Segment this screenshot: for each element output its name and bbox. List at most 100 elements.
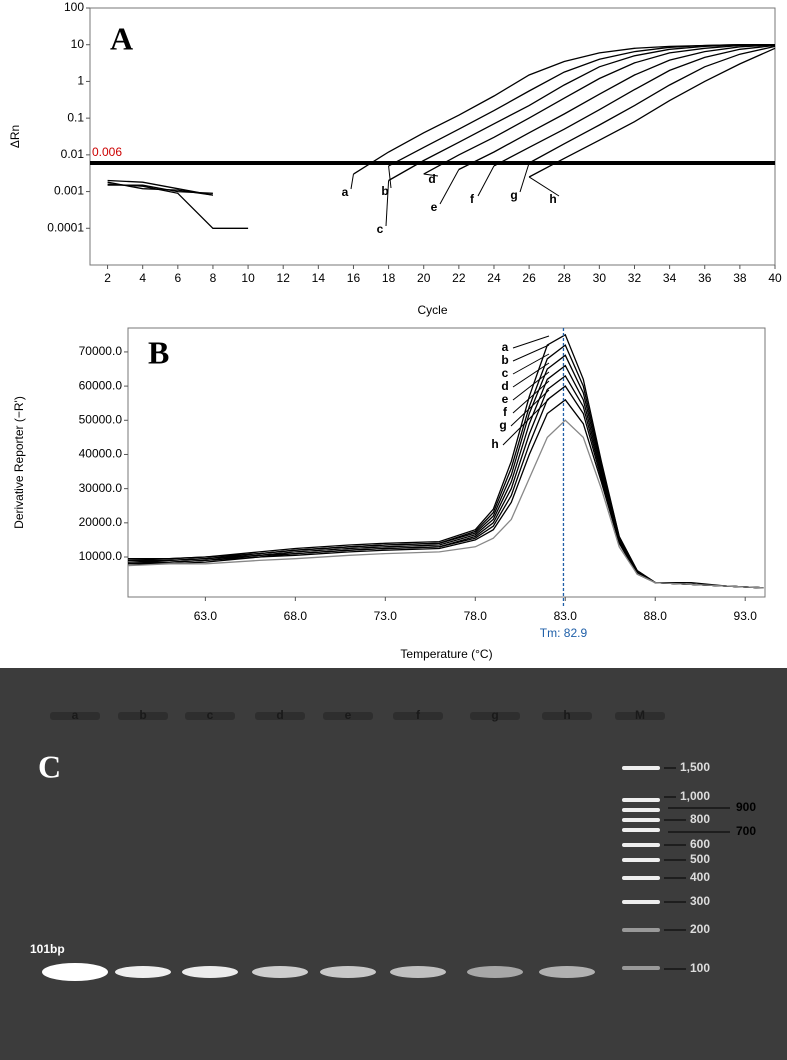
series-label: e [431,200,438,214]
y-tick-label: 50000.0 [79,412,123,426]
label-leader [512,362,550,388]
ladder-band [622,928,660,932]
y-tick-label: 10000.0 [79,549,123,563]
ladder-band [622,876,660,880]
series-line [493,44,776,167]
sample-band [390,966,446,978]
ladder-band [622,808,660,812]
lane-label: b [139,708,146,722]
series-label: c [377,222,384,236]
y-tick-label: 10 [71,37,85,51]
ladder-band [622,843,660,847]
label-leader [512,353,550,375]
lane-label: M [635,708,645,722]
band-label: 101bp [30,942,65,956]
y-tick-label: 40000.0 [79,447,123,461]
x-tick-label: 16 [347,271,361,285]
label-leader [512,335,550,349]
x-axis-label: Temperature (°C) [400,647,492,661]
series-line [107,44,776,229]
label-leader [423,173,439,177]
series-label: a [342,185,349,199]
label-leader [477,165,495,197]
x-tick-label: 10 [241,271,255,285]
series-line [127,385,764,589]
label-leader [385,180,390,227]
ladder-band [622,766,660,770]
panel-label: B [148,334,169,370]
series-label: g [499,418,506,432]
x-tick-label: 4 [139,271,146,285]
y-tick-label: 30000.0 [79,481,123,495]
label-leader [512,344,550,362]
series-label: f [470,192,475,206]
ladder-label: 500 [690,852,710,866]
label-leader [512,380,550,414]
ladder-band [622,798,660,802]
x-tick-label: 26 [522,271,536,285]
series-label: b [501,353,508,367]
series-label: d [501,379,508,393]
well [470,712,520,720]
lane-label: a [72,708,79,722]
label-leader [512,371,550,401]
x-tick-label: 14 [312,271,326,285]
x-tick-label: 6 [174,271,181,285]
gel-background [0,668,787,1060]
x-tick-label: 88.0 [644,609,668,623]
x-tick-label: 78.0 [464,609,488,623]
lane-label: d [276,708,283,722]
ladder-band [622,858,660,862]
ladder-label: 800 [690,812,710,826]
x-tick-label: 8 [210,271,217,285]
sample-band [42,963,108,981]
well [542,712,592,720]
lane-label: e [345,708,352,722]
well [615,712,665,720]
x-tick-label: 18 [382,271,396,285]
x-tick-label: 20 [417,271,431,285]
well [185,712,235,720]
series-label: g [510,188,517,202]
label-leader [502,398,550,446]
x-tick-label: 36 [698,271,712,285]
series-line [528,45,776,164]
x-tick-label: 68.0 [284,609,308,623]
ladder-label: 200 [690,922,710,936]
series-line [127,419,764,589]
tm-label: Tm: 82.9 [540,626,588,640]
sample-band [182,966,238,978]
threshold-label: 0.006 [92,145,122,159]
ladder-label: 900 [736,800,756,814]
series-line [458,44,776,171]
x-tick-label: 83.0 [554,609,578,623]
y-axis-label: ΔRn [8,125,22,148]
lane-label: g [491,708,498,722]
x-tick-label: 40 [768,271,782,285]
lane-label: h [563,708,570,722]
x-tick-label: 63.0 [194,609,218,623]
ladder-label: 400 [690,870,710,884]
sample-band [252,966,308,978]
y-tick-label: 1 [77,74,84,88]
label-leader [388,165,392,189]
x-tick-label: 12 [277,271,291,285]
ladder-label: 1,000 [680,789,710,803]
sample-band [115,966,171,978]
ladder-label: 300 [690,894,710,908]
series-label: a [502,340,509,354]
y-tick-label: 0.01 [61,147,85,161]
series-label: c [502,366,509,380]
y-axis-label: Derivative Reporter (−R') [12,396,26,529]
well [50,712,100,720]
series-line [128,354,764,589]
sample-band [539,966,595,978]
well [393,712,443,720]
x-tick-label: 34 [663,271,677,285]
x-axis-label: Cycle [417,303,447,317]
label-leader [510,389,550,427]
ladder-band [622,818,660,822]
x-tick-label: 73.0 [374,609,398,623]
series-label: b [381,184,388,198]
x-tick-label: 30 [593,271,607,285]
